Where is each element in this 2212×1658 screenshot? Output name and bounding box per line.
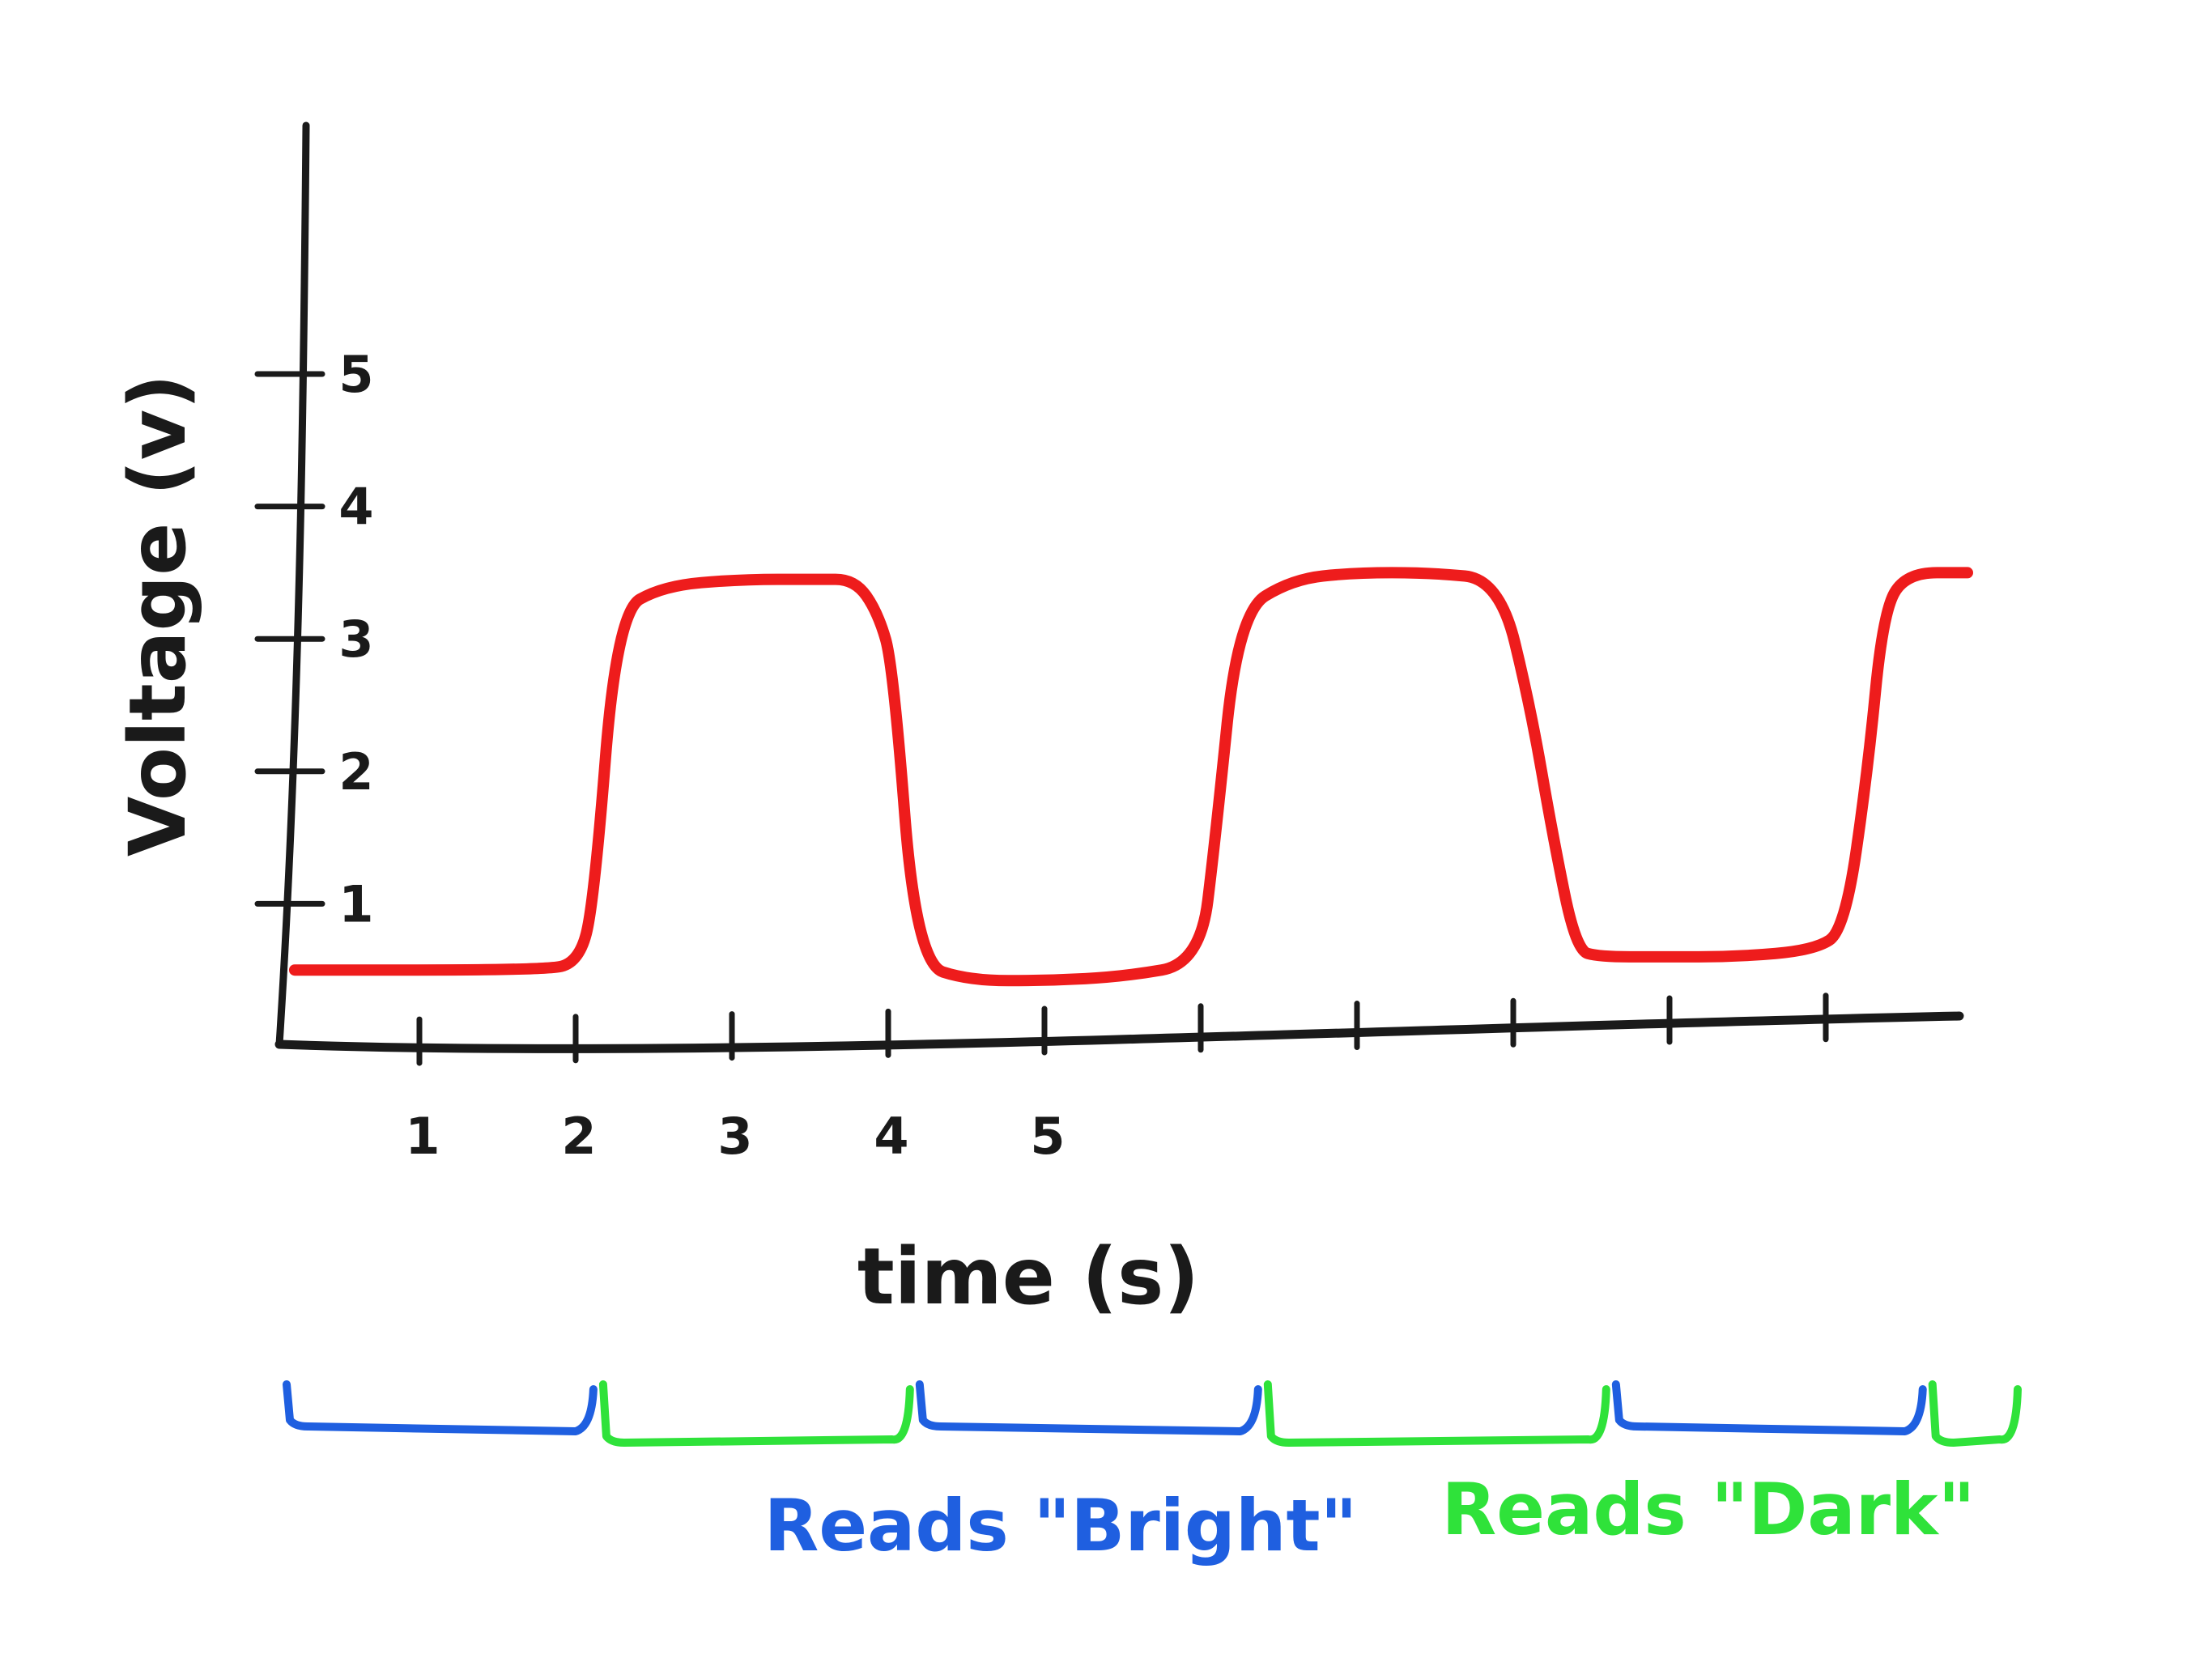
x-axis-line [274,1011,1964,1053]
x-axis-label: time (s) [857,1231,1199,1322]
read-brackets [283,1380,2022,1447]
y-tick-label: 1 [338,874,373,933]
x-tick-label: 4 [874,1107,908,1166]
read-bracket [598,1380,914,1447]
x-ticks: 1 2 3 4 5 [405,993,1829,1166]
x-tick-label: 1 [405,1107,440,1166]
reads-dark-label: Reads "Dark" [1442,1468,1976,1551]
y-tick-label: 5 [338,345,373,404]
read-bracket [1263,1380,1610,1447]
axes [274,121,1964,1053]
voltage-line [288,567,1973,987]
y-tick-label: 2 [338,742,373,801]
read-bracket [915,1380,1262,1435]
x-tick-label: 5 [1030,1107,1065,1166]
reads-bright-label: Reads "Bright" [764,1484,1358,1567]
y-axis-label: Voltage (v) [113,374,203,857]
read-bracket [1611,1380,1927,1435]
x-tick-label: 3 [717,1107,752,1166]
y-tick-label: 3 [338,610,373,669]
y-ticks: 1 2 3 4 5 [254,345,374,933]
x-tick-label: 2 [561,1107,596,1166]
series [288,567,1973,987]
read-bracket [283,1380,598,1435]
y-tick-label: 4 [338,478,373,537]
read-bracket [1928,1380,2022,1447]
